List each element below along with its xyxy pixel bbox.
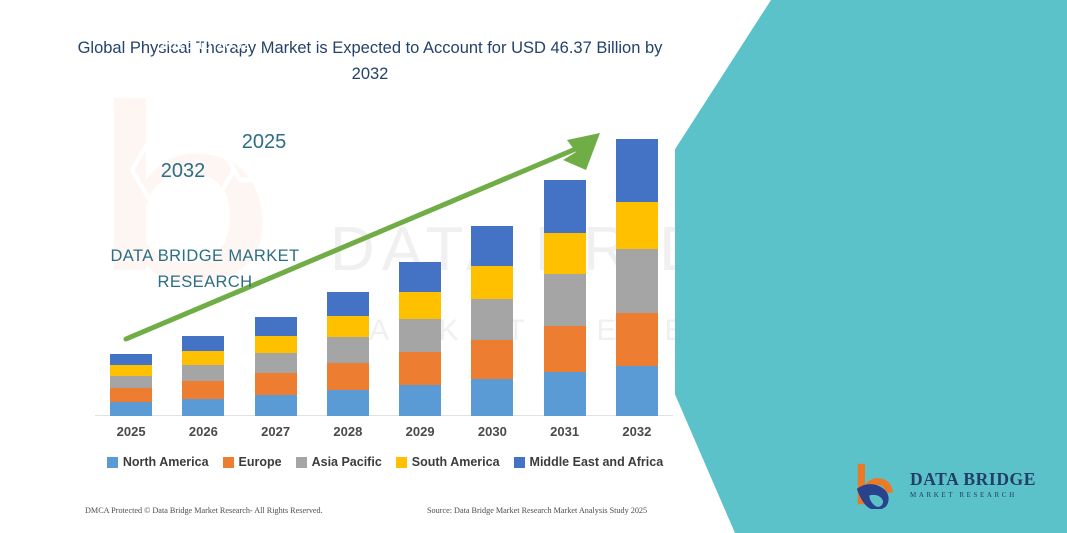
bar-2026[interactable]: [182, 336, 225, 416]
x-axis-label-2029: 2029: [405, 424, 435, 439]
footer-copyright: DMCA Protected © Data Bridge Market Rese…: [85, 506, 323, 515]
legend-label-0: North America: [122, 455, 209, 469]
right-panel-brand: DATA BRIDGE MARKET RESEARCH: [40, 243, 370, 296]
bar-segment-2030-4: [471, 226, 514, 266]
brand-line-1: DATA BRIDGE MARKET: [110, 247, 300, 265]
hexagon-badges: 2032 2025: [110, 92, 360, 222]
legend-item-3[interactable]: South America: [395, 455, 500, 469]
legend-swatch-icon-3: [395, 456, 407, 468]
bar-segment-2026-0: [182, 399, 225, 416]
legend-item-1[interactable]: Europe: [222, 455, 282, 469]
bar-segment-2030-2: [471, 299, 514, 340]
x-axis-label-2027: 2027: [261, 424, 291, 439]
bar-segment-2031-2: [543, 274, 586, 326]
bar-segment-2028-3: [326, 316, 369, 337]
bar-segment-2032-0: [615, 366, 658, 416]
right-panel-title: Global Physical Therapy Market, By Regio…: [47, 14, 363, 54]
legend-swatch-icon-2: [295, 456, 307, 468]
bar-segment-2027-2: [254, 353, 297, 373]
bar-2032[interactable]: [615, 139, 658, 416]
x-axis-label-2030: 2030: [477, 424, 507, 439]
data-bridge-logo-mark-icon: [853, 461, 901, 510]
bar-segment-2030-1: [471, 340, 514, 379]
brand-line-2: RESEARCH: [157, 273, 253, 292]
bar-segment-2030-3: [471, 266, 514, 299]
bar-segment-2026-4: [182, 336, 225, 351]
logo-name: DATA BRIDGE: [910, 468, 1037, 489]
bar-segment-2032-4: [615, 139, 658, 202]
x-axis-label-2031: 2031: [550, 424, 580, 439]
legend-label-4: Middle East and Africa: [529, 455, 664, 469]
bar-segment-2028-1: [326, 363, 369, 390]
bar-segment-2029-3: [399, 292, 442, 319]
hexagon-2032-label: 2032: [161, 160, 206, 182]
footer: DMCA Protected © Data Bridge Market Rese…: [0, 506, 700, 526]
data-bridge-logo: DATA BRIDGE MARKET RESEARCH: [853, 457, 1043, 513]
legend-item-0[interactable]: North America: [106, 455, 209, 469]
bar-segment-2025-4: [110, 354, 153, 365]
legend-item-4[interactable]: Middle East and Africa: [513, 455, 664, 469]
bar-2031[interactable]: [543, 180, 586, 416]
x-axis-label-2025: 2025: [116, 424, 146, 439]
bar-segment-2028-0: [326, 390, 369, 416]
bar-segment-2025-0: [110, 402, 153, 416]
bar-segment-2031-4: [543, 180, 586, 233]
bar-segment-2032-3: [615, 202, 658, 249]
legend-item-2[interactable]: Asia Pacific: [295, 455, 382, 469]
bar-2025[interactable]: [110, 354, 153, 416]
legend-swatch-icon-1: [222, 456, 234, 468]
bar-segment-2028-2: [326, 337, 369, 363]
footer-source: Source: Data Bridge Market Research Mark…: [427, 506, 648, 515]
chart-legend: North America Europe Asia Pacific South Ame…: [95, 455, 675, 469]
bar-2028[interactable]: [326, 292, 369, 416]
legend-swatch-icon-4: [513, 456, 525, 468]
x-axis-labels: 2025 2026 2027 2028 2029 2030 2031 2032: [95, 424, 673, 446]
x-axis-line: [95, 415, 673, 416]
bar-segment-2032-2: [615, 249, 658, 313]
bar-2029[interactable]: [399, 262, 442, 416]
bar-segment-2031-1: [543, 326, 586, 372]
x-axis-label-2028: 2028: [333, 424, 363, 439]
legend-swatch-icon-0: [106, 456, 118, 468]
x-axis-label-2032: 2032: [622, 424, 652, 439]
bar-2027[interactable]: [254, 317, 297, 416]
bar-2030[interactable]: [471, 226, 514, 416]
bar-segment-2026-1: [182, 381, 225, 399]
bar-segment-2032-1: [615, 313, 658, 366]
bar-segment-2029-1: [399, 352, 442, 385]
right-panel: [675, 0, 1067, 533]
chart-title: Global Physical Therapy Market is Expect…: [77, 39, 663, 83]
legend-label-1: Europe: [238, 455, 282, 469]
bar-segment-2030-0: [471, 379, 514, 416]
bar-segment-2025-2: [110, 376, 153, 388]
hexagon-2025-label: 2025: [242, 131, 287, 153]
bar-segment-2031-0: [543, 372, 586, 416]
bar-segment-2029-4: [399, 262, 442, 292]
bar-segment-2027-4: [254, 317, 297, 336]
bar-segment-2027-0: [254, 395, 297, 416]
legend-label-3: South America: [411, 455, 500, 469]
bar-segment-2025-1: [110, 388, 153, 402]
logo-tagline: MARKET RESEARCH: [910, 491, 1017, 500]
bar-segment-2031-3: [543, 233, 586, 274]
bar-segment-2026-2: [182, 365, 225, 381]
bar-segment-2029-2: [399, 319, 442, 352]
bar-segment-2025-3: [110, 365, 153, 376]
x-axis-label-2026: 2026: [188, 424, 218, 439]
bar-segment-2029-0: [399, 385, 442, 416]
bar-segment-2026-3: [182, 351, 225, 365]
legend-label-2: Asia Pacific: [311, 455, 382, 469]
bar-segment-2027-3: [254, 336, 297, 353]
bar-segment-2027-1: [254, 373, 297, 395]
